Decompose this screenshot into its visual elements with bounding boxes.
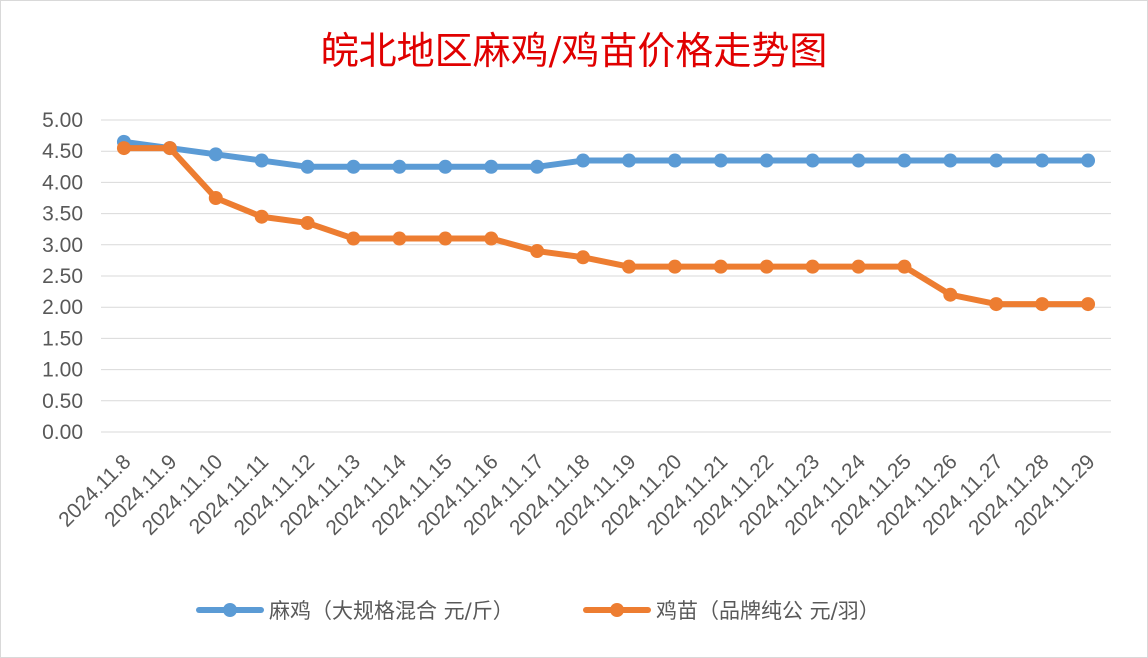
y-axis-ticks: 0.00 0.50 1.00 1.50 2.00 2.50 3.00 3.50 4.00 4.50… (42, 109, 83, 444)
series-line (120, 145, 1092, 308)
y-tick-label: 2.50 (42, 265, 83, 288)
data-point (1035, 297, 1050, 312)
series-lines (116, 134, 1096, 312)
data-point (438, 231, 453, 246)
y-tick-label: 0.50 (42, 390, 83, 413)
data-point (759, 153, 774, 168)
data-point (208, 191, 223, 205)
data-point (805, 153, 820, 168)
y-tick-label: 1.50 (42, 327, 83, 350)
data-point (116, 141, 131, 156)
data-point (897, 153, 912, 168)
data-point (530, 244, 545, 259)
data-point (392, 231, 407, 246)
legend: 麻鸡（大规格混合 元/斤） 鸡苗（品牌纯公 元/羽） (196, 599, 880, 623)
y-tick-label: 3.00 (42, 234, 83, 257)
legend-label: 鸡苗（品牌纯公 元/羽） (656, 599, 880, 623)
data-point (346, 231, 361, 246)
data-point (300, 159, 315, 174)
data-point (1035, 153, 1050, 168)
data-point (851, 153, 866, 168)
data-point (621, 153, 636, 168)
y-tick-label: 4.50 (42, 140, 83, 163)
data-point (1081, 297, 1096, 312)
data-point (346, 159, 361, 174)
y-tick-label: 3.50 (42, 203, 83, 226)
y-tick-label: 0.00 (42, 421, 83, 444)
data-point (943, 287, 958, 302)
x-axis-ticks: 2024.11.82024.11.92024.11.102024.11.1120… (54, 450, 1099, 540)
series-1 (116, 134, 1096, 174)
legend-item-2: 鸡苗（品牌纯公 元/羽） (583, 599, 880, 623)
chart-title: 皖北地区麻鸡/鸡苗价格走势图 (321, 29, 828, 73)
data-point (208, 147, 223, 162)
data-point (162, 141, 177, 156)
y-tick-label: 4.00 (42, 171, 83, 194)
data-point (851, 259, 866, 274)
data-point (576, 153, 591, 168)
data-point (667, 259, 682, 274)
data-point (576, 250, 591, 265)
legend-swatch-marker (223, 603, 237, 617)
series-line (120, 138, 1092, 170)
series-2 (116, 141, 1096, 312)
y-tick-label: 1.00 (42, 359, 83, 382)
legend-label: 麻鸡（大规格混合 元/斤） (269, 599, 514, 623)
data-point (759, 259, 774, 274)
grid-lines (101, 119, 1111, 433)
data-point (530, 159, 545, 174)
data-point (713, 259, 728, 274)
data-point (989, 153, 1004, 168)
data-point (254, 209, 269, 224)
data-point (805, 259, 820, 274)
data-point (897, 259, 912, 274)
data-point (943, 153, 958, 168)
data-point (254, 153, 269, 168)
y-tick-label: 5.00 (42, 109, 83, 132)
data-point (392, 159, 407, 174)
data-point (989, 297, 1004, 312)
legend-item-1: 麻鸡（大规格混合 元/斤） (196, 599, 514, 623)
data-point (484, 231, 499, 246)
data-point (667, 153, 682, 168)
data-point (484, 159, 499, 174)
data-point (713, 153, 728, 168)
data-point (621, 259, 636, 274)
data-point (438, 159, 453, 174)
legend-swatch-marker (610, 603, 624, 617)
data-point (1081, 153, 1096, 168)
data-point (300, 215, 315, 230)
y-tick-label: 2.00 (42, 296, 83, 319)
